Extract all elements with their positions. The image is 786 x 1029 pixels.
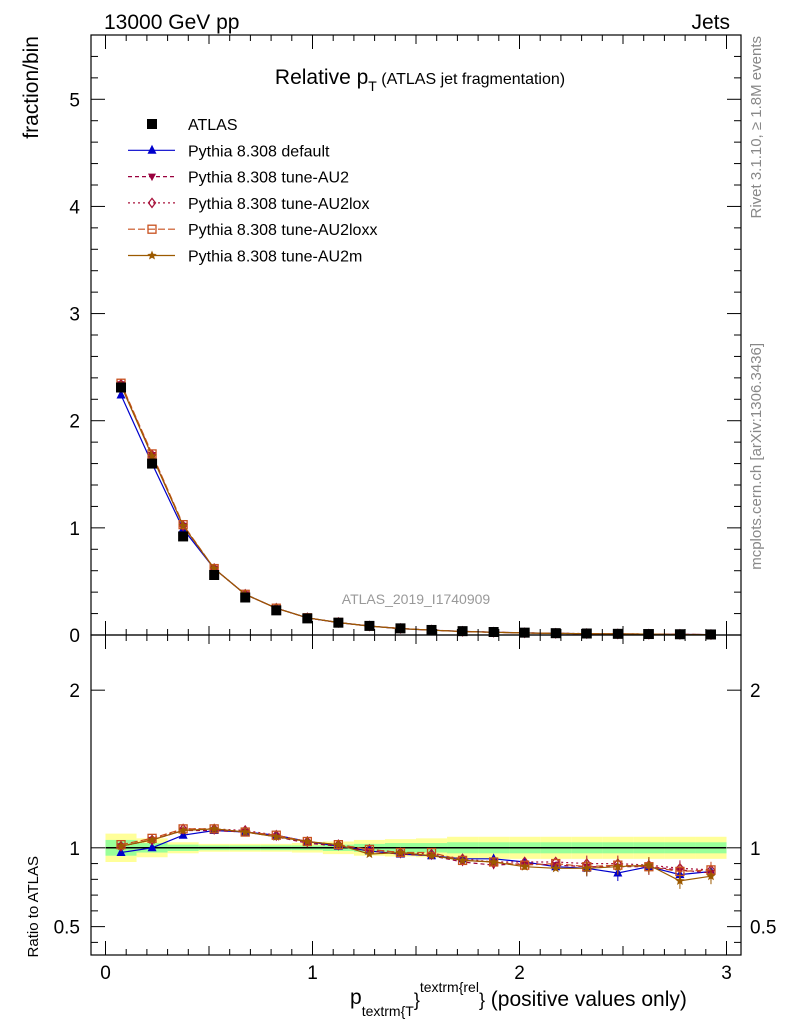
atlas-point-6 bbox=[302, 613, 313, 624]
header-left: 13000 GeV pp bbox=[104, 11, 239, 34]
legend-label-1: Pythia 8.308 tune-AU2 bbox=[188, 170, 349, 187]
atlas-point-15 bbox=[581, 628, 592, 639]
atlas-point-1 bbox=[147, 458, 158, 469]
atlas-point-0 bbox=[116, 382, 127, 393]
atlas-point-16 bbox=[612, 628, 623, 639]
ratio-point-s4-8 bbox=[364, 849, 375, 859]
ratio-point-s4-1 bbox=[147, 834, 157, 844]
ratio-point-s4-16 bbox=[613, 861, 623, 871]
ratio-point-s4-0 bbox=[116, 841, 126, 851]
plot-title: Relative pT (ATLAS jet fragmentation) bbox=[275, 66, 565, 94]
main-point-s0-0 bbox=[116, 389, 126, 399]
atlas-point-8 bbox=[364, 620, 375, 631]
ratio-point-s4-6 bbox=[302, 836, 313, 846]
legend-label-3: Pythia 8.308 tune-AU2loxx bbox=[188, 222, 377, 239]
legend-marker-3 bbox=[147, 224, 157, 234]
y-tick-label-ratio: 0.5 bbox=[54, 918, 80, 939]
x-tick-label: 3 bbox=[721, 963, 732, 984]
main-point-s4-1 bbox=[147, 451, 157, 461]
atlas-point-12 bbox=[488, 627, 499, 637]
main-ylabel: fraction/bin bbox=[20, 36, 43, 139]
legend-label-2: Pythia 8.308 tune-AU2lox bbox=[188, 196, 369, 213]
legend-marker-2 bbox=[147, 197, 157, 209]
x-axis-label: ptextrm{T}textrm{rel} (positive values o… bbox=[350, 979, 687, 1019]
ratio-point-s4-11 bbox=[457, 855, 468, 865]
legend-marker-0 bbox=[147, 144, 157, 154]
legend-marker-atlas bbox=[147, 119, 157, 129]
atlas-point-11 bbox=[457, 626, 468, 637]
ratio-series-layer bbox=[116, 823, 716, 889]
ratio-point-s4-12 bbox=[488, 857, 499, 867]
main-point-s4-3 bbox=[209, 563, 219, 573]
ratio-point-s4-2 bbox=[178, 825, 188, 835]
ratio-point-s4-10 bbox=[426, 850, 437, 860]
header-right: Jets bbox=[691, 11, 730, 34]
y-tick-label-main: 5 bbox=[69, 90, 80, 111]
ratio-point-s4-7 bbox=[333, 839, 344, 849]
y-tick-label-ratio-right: 2 bbox=[750, 681, 761, 702]
atlas-point-4 bbox=[240, 592, 251, 603]
atlas-point-7 bbox=[333, 617, 344, 628]
atlas-point-14 bbox=[550, 628, 561, 639]
ratio-point-s4-19 bbox=[706, 871, 716, 881]
rivet-label: Rivet 3.1.10, ≥ 1.8M events bbox=[748, 36, 765, 219]
ratio-line-series-4 bbox=[120, 828, 712, 882]
y-tick-label-ratio: 1 bbox=[69, 839, 80, 860]
atlas-point-9 bbox=[395, 623, 406, 634]
ratio-frame bbox=[90, 634, 742, 956]
ratio-point-s4-15 bbox=[582, 863, 592, 873]
ratio-point-s4-9 bbox=[395, 847, 406, 857]
ratio-point-s2-4 bbox=[240, 824, 250, 837]
atlas-point-18 bbox=[674, 629, 685, 640]
atlas-point-10 bbox=[426, 624, 437, 635]
y-tick-label-ratio-right: 1 bbox=[750, 839, 761, 860]
legend: ATLAS Pythia 8.308 default Pythia 8.308 tu… bbox=[128, 117, 377, 266]
legend-marker-4 bbox=[147, 250, 157, 260]
ratio-point-s4-17 bbox=[644, 860, 654, 870]
ratio-point-s4-4 bbox=[240, 827, 250, 837]
ratio-point-s2-11 bbox=[458, 853, 467, 865]
legend-marker-1 bbox=[148, 173, 156, 182]
x-tick-label: 2 bbox=[514, 963, 525, 984]
atlas-point-13 bbox=[519, 627, 530, 638]
y-tick-label-main: 2 bbox=[69, 412, 80, 433]
y-tick-label-ratio: 2 bbox=[69, 681, 80, 702]
atlas-point-3 bbox=[209, 570, 220, 580]
main-point-s4-2 bbox=[178, 520, 188, 530]
axis-ticks: 0 1 2 3 0 1 2 3 4 5 0.5 0.5 1 1 2 2 bbox=[54, 35, 776, 984]
legend-label-4: Pythia 8.308 tune-AU2m bbox=[188, 249, 362, 266]
y-tick-label-main: 0 bbox=[69, 626, 80, 647]
y-tick-label-main: 1 bbox=[69, 519, 80, 540]
atlas-point-5 bbox=[271, 605, 282, 616]
atlas-point-2 bbox=[178, 531, 189, 542]
atlas-point-17 bbox=[643, 629, 654, 640]
y-tick-label-main: 3 bbox=[69, 305, 80, 326]
ratio-ylabel: Ratio to ATLAS bbox=[25, 856, 42, 957]
y-tick-label-main: 4 bbox=[69, 197, 80, 218]
legend-label-atlas: ATLAS bbox=[188, 117, 238, 134]
mcplots-label: mcplots.cern.ch [arXiv:1306.3436] bbox=[748, 343, 765, 570]
ratio-line-series-1 bbox=[120, 829, 712, 874]
ratio-point-s4-5 bbox=[271, 831, 282, 841]
ratio-point-s4-13 bbox=[519, 861, 530, 871]
analysis-watermark: ATLAS_2019_I1740909 bbox=[342, 591, 491, 607]
y-tick-label-ratio-right: 0.5 bbox=[750, 918, 776, 939]
ratio-point-s0-1 bbox=[147, 842, 157, 852]
ratio-point-s4-3 bbox=[209, 823, 219, 833]
x-tick-label: 1 bbox=[307, 963, 318, 984]
x-tick-label: 0 bbox=[100, 963, 111, 984]
ratio-point-s4-18 bbox=[675, 875, 685, 885]
legend-label-0: Pythia 8.308 default bbox=[188, 143, 330, 160]
ratio-point-s4-14 bbox=[550, 863, 561, 873]
